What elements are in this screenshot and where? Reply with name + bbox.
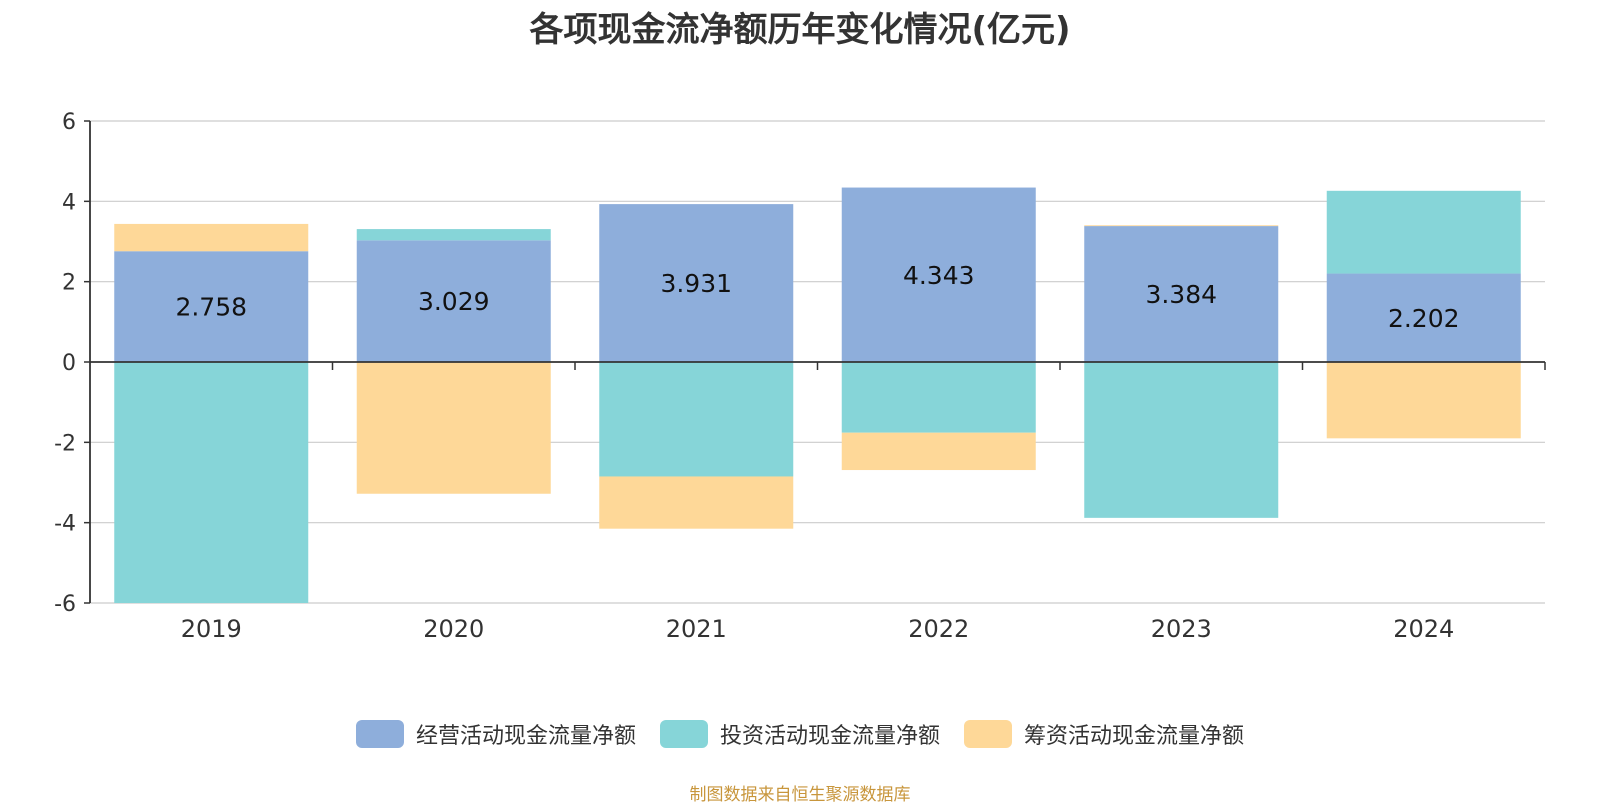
y-tick-label: -2: [54, 431, 76, 456]
y-tick-label: -4: [54, 512, 76, 537]
bar-investing-2024: [1326, 190, 1521, 274]
bar-financing-2019: [114, 223, 309, 252]
data-label: 2.202: [1388, 304, 1460, 333]
x-tick-label: 2022: [908, 615, 969, 643]
x-tick-label: 2020: [423, 615, 484, 643]
y-tick-label: 2: [62, 271, 76, 296]
x-tick-label: 2024: [1393, 615, 1454, 643]
bar-financing-2024: [1326, 362, 1521, 439]
x-tick-label: 2021: [666, 615, 727, 643]
legend-label-financing: 筹资活动现金流量净额: [1024, 724, 1245, 749]
bar-financing-2021: [599, 476, 794, 529]
legend-swatch-operating: [355, 720, 404, 748]
legend: 经营活动现金流量净额 投资活动现金流量净额 筹资活动现金流量净额: [0, 718, 1600, 750]
bar-financing-2020: [356, 362, 551, 494]
bar-financing-2023: [1084, 225, 1279, 227]
bar-operating-2020: [356, 240, 551, 362]
data-label: 2.758: [175, 293, 247, 322]
bar-operating-2024: [1326, 273, 1521, 362]
legend-item-operating[interactable]: 经营活动现金流量净额: [355, 718, 636, 750]
y-tick-label: -6: [54, 592, 76, 617]
bar-operating-2019: [114, 251, 309, 362]
data-label: 3.384: [1145, 280, 1217, 309]
data-label: 3.029: [418, 287, 490, 316]
legend-label-operating: 经营活动现金流量净额: [415, 724, 636, 749]
legend-swatch-investing: [659, 720, 708, 748]
legend-label-investing: 投资活动现金流量净额: [719, 724, 940, 749]
chart-title: 各项现金流净额历年变化情况(亿元): [529, 10, 1071, 50]
bar-investing-2020: [356, 229, 551, 241]
y-tick-label: 0: [62, 351, 76, 376]
legend-item-financing[interactable]: 筹资活动现金流量净额: [964, 718, 1244, 750]
bar-investing-2023: [1084, 362, 1279, 518]
bar-operating-2023: [1084, 226, 1279, 362]
legend-item-investing[interactable]: 投资活动现金流量净额: [659, 718, 940, 750]
y-tick-label: 4: [62, 190, 76, 215]
data-label: 4.343: [903, 261, 975, 290]
bar-investing-2019: [114, 362, 309, 603]
bar-operating-2022: [841, 187, 1036, 362]
y-tick-label: 6: [62, 110, 76, 135]
data-label: 3.931: [660, 269, 732, 298]
x-tick-label: 2019: [181, 615, 242, 643]
bar-operating-2021: [599, 204, 794, 362]
bar-investing-2022: [841, 362, 1036, 433]
bar-financing-2022: [841, 432, 1036, 471]
legend-swatch-financing: [964, 720, 1012, 748]
bar-investing-2021: [599, 362, 794, 477]
source-note: 制图数据来自恒生聚源数据库: [689, 785, 911, 805]
x-tick-label: 2023: [1151, 615, 1212, 643]
